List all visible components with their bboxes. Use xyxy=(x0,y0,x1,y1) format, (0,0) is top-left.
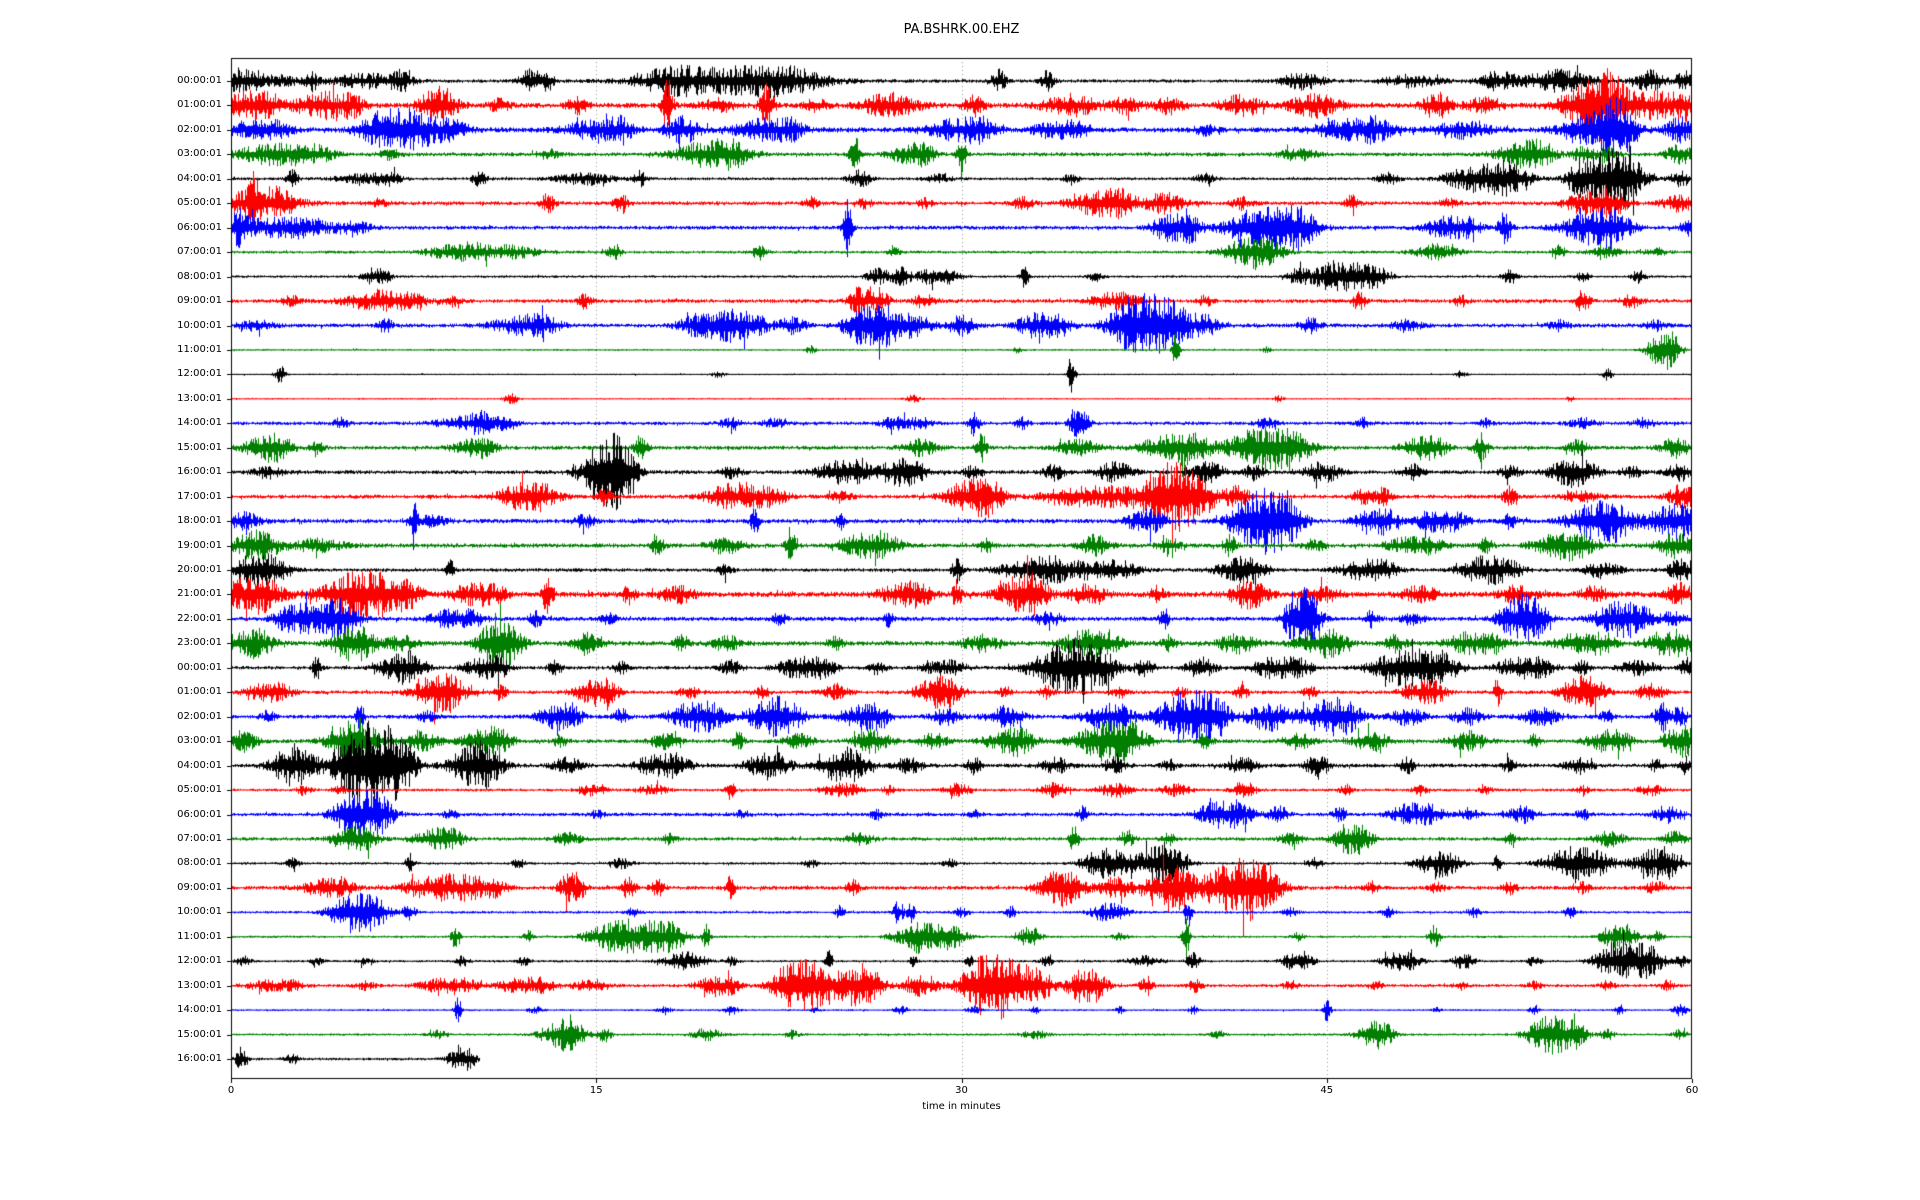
y-axis-label: 11:00:01 xyxy=(177,343,222,355)
y-axis-label: 07:00:01 xyxy=(177,246,222,258)
x-axis-tick-label: 0 xyxy=(227,1085,235,1096)
y-axis-label: 07:00:01 xyxy=(177,832,222,844)
y-axis-label: 15:00:01 xyxy=(177,1028,222,1040)
x-axis-tick-label: 60 xyxy=(1685,1085,1699,1096)
y-axis-label: 16:00:01 xyxy=(177,1053,222,1064)
y-axis-label: 19:00:01 xyxy=(177,539,222,551)
y-axis-label: 10:00:01 xyxy=(177,319,222,331)
y-axis-label: 14:00:01 xyxy=(177,1004,222,1016)
y-axis-label: 05:00:01 xyxy=(177,784,222,796)
y-axis-label: 04:00:01 xyxy=(177,759,222,771)
x-axis-tick-label: 15 xyxy=(589,1085,603,1096)
y-axis-label: 20:00:01 xyxy=(177,564,222,575)
y-axis-label: 03:00:01 xyxy=(177,148,222,160)
y-axis-label: 15:00:01 xyxy=(177,441,222,453)
y-axis-label: 02:00:01 xyxy=(177,123,222,135)
y-axis-label: 21:00:01 xyxy=(177,588,222,600)
y-axis-label: 02:00:01 xyxy=(177,710,222,722)
y-axis-label: 10:00:01 xyxy=(177,906,222,918)
y-axis-label: 09:00:01 xyxy=(177,881,222,893)
y-axis-label: 04:00:01 xyxy=(177,172,222,184)
y-axis-label: 00:00:01 xyxy=(177,75,222,86)
y-axis-label: 22:00:01 xyxy=(177,612,222,624)
y-axis-label: 18:00:01 xyxy=(177,515,222,527)
y-axis-label: 13:00:01 xyxy=(177,392,222,404)
y-axis-label: 08:00:01 xyxy=(177,857,222,869)
y-axis-label: 14:00:01 xyxy=(177,417,222,429)
y-axis-label: 08:00:01 xyxy=(177,270,222,282)
y-axis-label: 03:00:01 xyxy=(177,735,222,747)
y-axis-label: 06:00:01 xyxy=(177,221,222,233)
y-axis-label: 01:00:01 xyxy=(177,99,222,111)
y-axis-label: 23:00:01 xyxy=(177,637,222,649)
y-axis-label: 13:00:01 xyxy=(177,979,222,991)
y-axis-label: 17:00:01 xyxy=(177,490,222,502)
x-axis-tick-label: 30 xyxy=(955,1085,968,1096)
y-axis-label: 05:00:01 xyxy=(177,197,222,209)
y-axis-label: 01:00:01 xyxy=(177,686,222,698)
x-axis-tick-label: 45 xyxy=(1320,1085,1334,1096)
chart-title: PA.BSHRK.00.EHZ xyxy=(903,22,1020,37)
y-axis-label: 16:00:01 xyxy=(177,466,222,478)
y-axis-label: 00:00:01 xyxy=(177,661,222,673)
x-axis-title: time in minutes xyxy=(922,1101,1001,1112)
y-axis-label: 11:00:01 xyxy=(177,930,222,942)
y-axis-label: 12:00:01 xyxy=(177,368,222,380)
y-axis-label: 09:00:01 xyxy=(177,295,222,307)
y-axis-label: 12:00:01 xyxy=(177,955,222,967)
y-axis-label: 06:00:01 xyxy=(177,808,222,820)
